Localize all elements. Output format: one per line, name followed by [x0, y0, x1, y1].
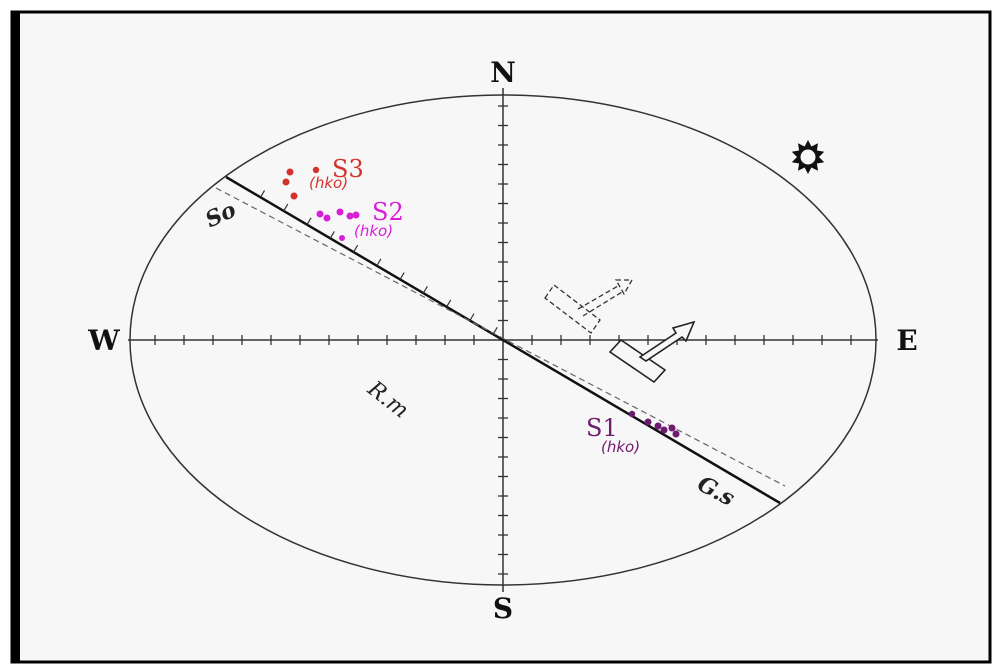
- plane-tick: [353, 244, 359, 253]
- plane-tick: [422, 285, 428, 294]
- s1-point: [672, 430, 680, 438]
- plane-tick: [376, 258, 382, 267]
- s2-point: [346, 212, 354, 220]
- s2-point: [336, 208, 344, 216]
- s2-point: [339, 235, 345, 241]
- sun-icon: [791, 140, 825, 174]
- west-label: W: [87, 324, 120, 357]
- north-label: N: [490, 56, 516, 89]
- s1-label: S1: [586, 414, 618, 442]
- plane-tick: [399, 272, 405, 280]
- line-ticks: [259, 190, 498, 335]
- s1-point: [644, 418, 652, 426]
- solid-block: [608, 338, 667, 384]
- s2-point: [323, 214, 331, 222]
- plane-tick: [446, 299, 452, 308]
- dashed-plane-line: [215, 187, 786, 487]
- s3-point: [282, 178, 290, 186]
- s2-point: [352, 211, 360, 219]
- s3-sublabel: (hko): [309, 174, 348, 192]
- dashed-arrow-head: [614, 279, 634, 296]
- south-label: S: [493, 592, 513, 625]
- plane-tick: [329, 231, 335, 239]
- s1-point: [668, 424, 676, 432]
- so-gs-line: [225, 175, 781, 505]
- s1-point: [660, 426, 668, 434]
- s3-point: [312, 166, 320, 174]
- s2-label: S2: [372, 198, 404, 226]
- solid-block-arrow: [608, 320, 696, 384]
- plane-tick: [469, 313, 475, 321]
- s2-cluster: [316, 208, 360, 241]
- s3-cluster: [282, 166, 320, 200]
- s2-point: [316, 210, 324, 218]
- s1-sublabel: (hko): [601, 438, 640, 456]
- s1-point: [654, 422, 662, 430]
- east-label: E: [896, 324, 917, 357]
- dashed-block-arrow: [544, 279, 634, 334]
- sun-center: [800, 149, 816, 165]
- plane-tick: [492, 327, 498, 335]
- plane-tick: [306, 217, 312, 225]
- s3-point: [286, 168, 294, 176]
- s3-point: [290, 192, 298, 200]
- frame-left-edge: [12, 12, 20, 662]
- s1-point: [628, 410, 636, 418]
- hollow-arrow: [638, 320, 696, 362]
- plane-tick: [283, 203, 289, 212]
- s3-label: S3: [332, 155, 364, 183]
- s2-sublabel: (hko): [354, 222, 393, 240]
- s1-cluster: [628, 410, 680, 438]
- plane-tick: [259, 190, 266, 198]
- dashed-block: [544, 284, 601, 334]
